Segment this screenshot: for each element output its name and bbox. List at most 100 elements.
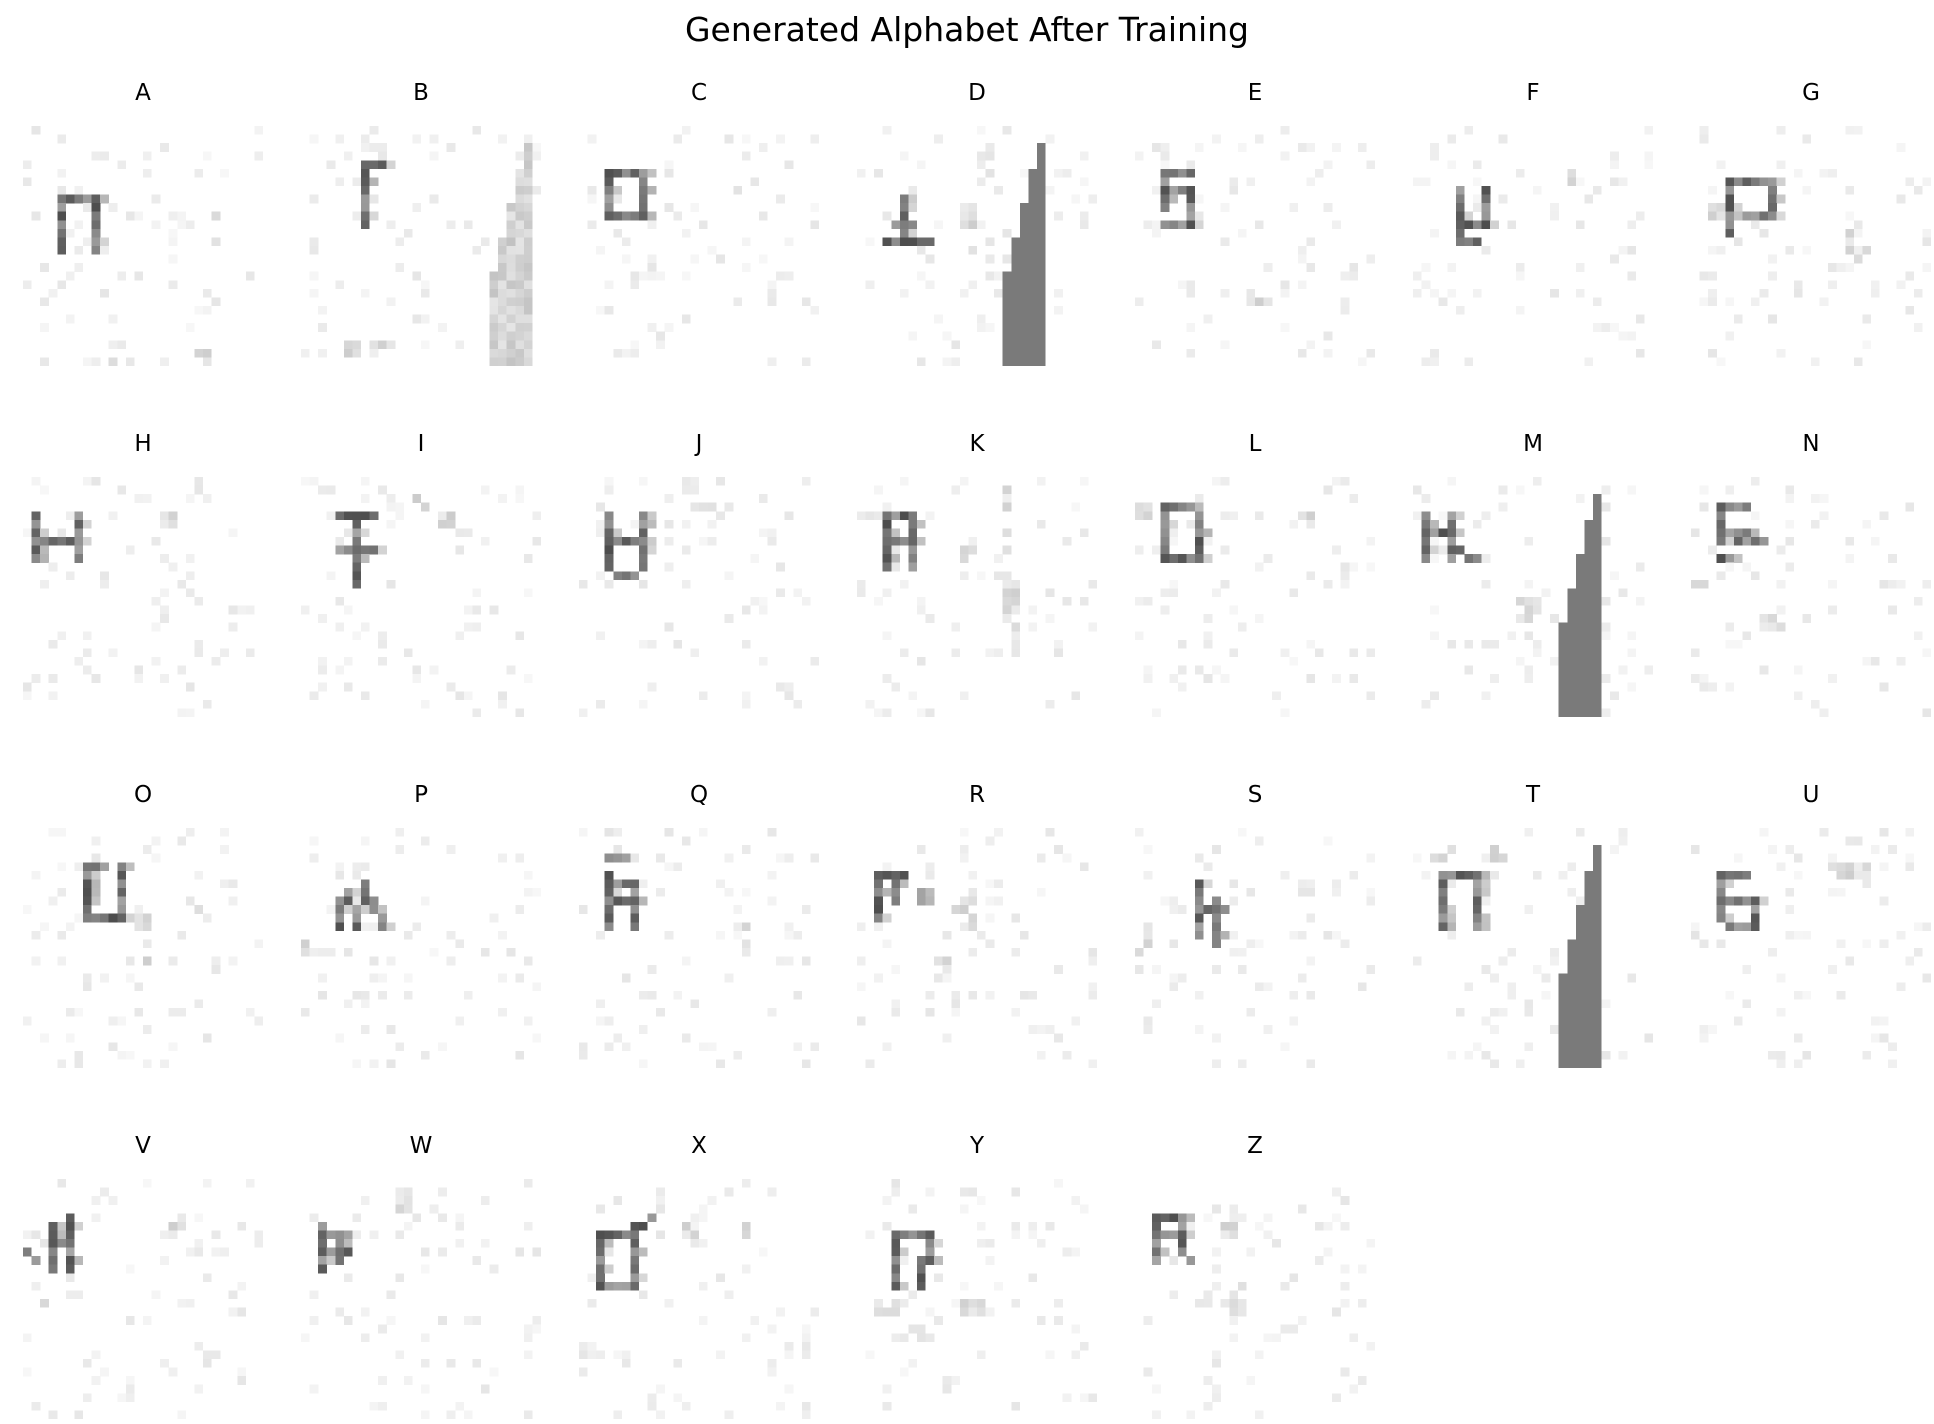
glyph-pixel [1071, 1016, 1081, 1026]
glyph-pixel [1481, 870, 1491, 880]
glyph-pixel [48, 1230, 58, 1240]
glyph-pixel [1169, 939, 1179, 949]
glyph-pixel [1550, 956, 1559, 966]
glyph-pixel [1306, 237, 1316, 247]
glyph-pixel [378, 485, 387, 495]
glyph-pixel [143, 1025, 152, 1034]
glyph-pixel [716, 1350, 725, 1360]
glyph-pixel [899, 537, 909, 546]
glyph-pixel [1802, 246, 1812, 255]
glyph-pixel [1421, 511, 1431, 521]
glyph-pixel [1768, 1050, 1777, 1060]
glyph-pixel [506, 237, 516, 247]
glyph-pixel [1473, 922, 1482, 932]
glyph-pixel [220, 879, 229, 889]
glyph-pixel [1593, 579, 1602, 589]
glyph-pixel [57, 1239, 67, 1248]
glyph-pixel [1828, 888, 1837, 897]
glyph-pixel [899, 1230, 909, 1240]
glyph-pixel [1871, 537, 1880, 546]
glyph-pixel [1913, 323, 1923, 332]
glyph-pixel [1896, 280, 1906, 290]
glyph-pixel [741, 605, 751, 615]
panel-title: L [1248, 431, 1262, 457]
glyph-pixel [301, 1008, 310, 1017]
glyph-pixel [421, 896, 430, 906]
glyph-pixel [942, 930, 952, 940]
glyph-pixel [1558, 699, 1568, 709]
glyph-pixel [83, 357, 92, 367]
glyph-pixel [1699, 939, 1709, 949]
glyph-pixel [1255, 982, 1264, 992]
glyph-pixel [647, 1401, 657, 1411]
glyph-pixel [1691, 579, 1700, 589]
glyph-pixel [1037, 1025, 1046, 1034]
glyph-pixel [741, 639, 751, 649]
glyph-pixel [882, 1401, 892, 1411]
glyph-pixel [1079, 1341, 1089, 1351]
glyph-pixel [74, 1059, 84, 1069]
glyph-pixel [1054, 306, 1063, 315]
glyph-pixel [1229, 1316, 1239, 1325]
glyph-pixel [412, 203, 422, 212]
glyph-pixel [925, 1307, 935, 1317]
glyph-pixel [759, 254, 768, 264]
glyph-pixel [793, 588, 803, 598]
glyph-pixel [1473, 905, 1482, 914]
glyph-pixel [515, 246, 525, 255]
glyph-pixel [125, 1316, 135, 1325]
glyph-pixel [1195, 990, 1204, 1000]
glyph-pixel [1160, 528, 1170, 538]
glyph-pixel [630, 1239, 640, 1248]
glyph-pixel [57, 237, 67, 247]
glyph-pixel [891, 1333, 901, 1343]
glyph-pixel [681, 836, 691, 846]
glyph-pixel [1054, 1033, 1063, 1043]
glyph-pixel [1447, 905, 1457, 914]
glyph-pixel [523, 1016, 533, 1026]
glyph-pixel [1160, 220, 1170, 230]
glyph-pixel [1037, 853, 1046, 863]
glyph-pixel [1481, 246, 1491, 255]
glyph-pixel [1845, 228, 1855, 238]
glyph-pixel [352, 519, 362, 529]
figure-title: Generated Alphabet After Training [684, 10, 1249, 49]
glyph-pixel [681, 1230, 691, 1240]
glyph-pixel [857, 579, 866, 589]
glyph-pixel [1237, 622, 1247, 632]
glyph-pixel [352, 990, 362, 1000]
glyph-pixel [656, 1384, 665, 1394]
glyph-pixel [421, 502, 430, 512]
glyph-pixel [917, 537, 926, 546]
glyph-pixel [386, 494, 396, 503]
glyph-pixel [1019, 263, 1029, 272]
glyph-pixel [318, 323, 327, 332]
glyph-pixel [134, 1008, 144, 1017]
glyph-pixel [1019, 297, 1029, 307]
glyph-pixel [523, 177, 533, 187]
glyph-image [301, 1179, 542, 1420]
glyph-pixel [1802, 186, 1812, 195]
glyph-pixel [1498, 485, 1508, 495]
panel-k: K [847, 429, 1107, 719]
glyph-pixel [1255, 836, 1264, 846]
glyph-pixel [647, 639, 657, 649]
glyph-pixel [934, 956, 943, 966]
glyph-pixel [117, 1050, 127, 1060]
glyph-pixel [523, 246, 533, 255]
glyph-pixel [40, 357, 49, 367]
glyph-pixel [1593, 913, 1602, 923]
glyph-pixel [1533, 870, 1542, 880]
glyph-pixel [1776, 1059, 1786, 1069]
glyph-pixel [108, 1196, 118, 1205]
glyph-pixel [681, 519, 691, 529]
glyph-pixel [1845, 211, 1855, 221]
glyph-pixel [639, 1290, 648, 1300]
glyph-pixel [1028, 348, 1038, 358]
glyph-pixel [352, 211, 362, 221]
glyph-pixel [951, 990, 961, 1000]
glyph-pixel [343, 896, 353, 906]
glyph-pixel [917, 1333, 926, 1343]
glyph-pixel [1028, 1273, 1038, 1283]
glyph-pixel [438, 511, 447, 521]
